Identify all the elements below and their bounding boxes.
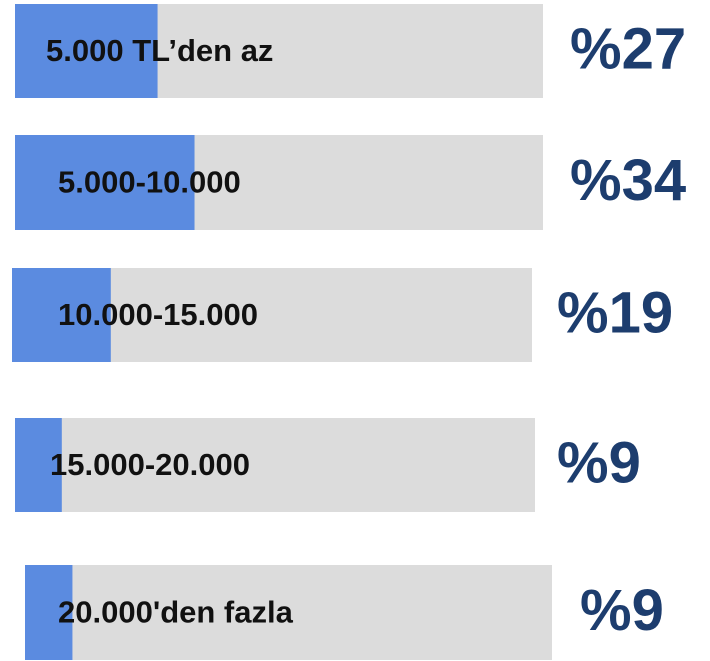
value-label: %34 [570, 148, 686, 213]
category-label: 10.000-15.000 [58, 297, 258, 332]
value-label: %19 [557, 280, 673, 345]
bar-track [15, 418, 535, 512]
category-label: 20.000'den fazla [58, 595, 294, 630]
bar [15, 4, 158, 98]
bar [12, 268, 111, 362]
bar [25, 565, 73, 660]
category-label: 15.000-20.000 [50, 447, 250, 482]
bar [15, 418, 62, 512]
category-label: 5.000 TL’den az [46, 33, 273, 68]
value-label: %9 [580, 578, 664, 643]
bar [15, 135, 195, 230]
category-label: 5.000-10.000 [58, 165, 241, 200]
bar-track [25, 565, 552, 660]
value-label: %9 [557, 430, 641, 495]
value-label: %27 [570, 16, 686, 81]
